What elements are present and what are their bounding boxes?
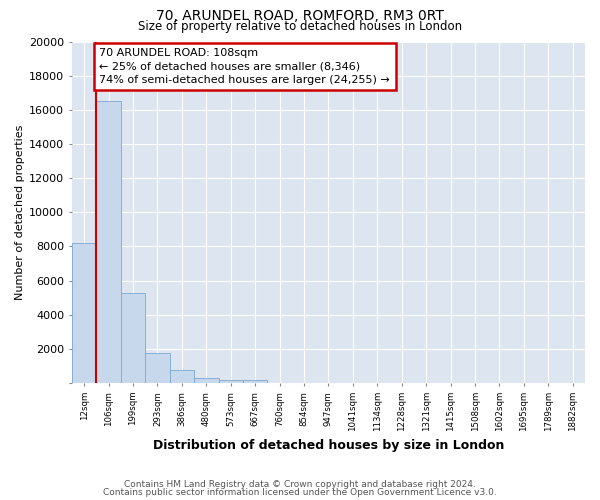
Text: Contains public sector information licensed under the Open Government Licence v3: Contains public sector information licen… <box>103 488 497 497</box>
Bar <box>170 370 194 383</box>
Bar <box>243 380 268 383</box>
Text: 70, ARUNDEL ROAD, ROMFORD, RM3 0RT: 70, ARUNDEL ROAD, ROMFORD, RM3 0RT <box>156 9 444 23</box>
Bar <box>121 292 145 383</box>
X-axis label: Distribution of detached houses by size in London: Distribution of detached houses by size … <box>153 440 504 452</box>
Text: Size of property relative to detached houses in London: Size of property relative to detached ho… <box>138 20 462 33</box>
Bar <box>145 354 170 383</box>
Text: Contains HM Land Registry data © Crown copyright and database right 2024.: Contains HM Land Registry data © Crown c… <box>124 480 476 489</box>
Y-axis label: Number of detached properties: Number of detached properties <box>15 124 25 300</box>
Bar <box>218 380 243 383</box>
Bar <box>72 243 97 383</box>
Bar <box>194 378 218 383</box>
Text: 70 ARUNDEL ROAD: 108sqm
← 25% of detached houses are smaller (8,346)
74% of semi: 70 ARUNDEL ROAD: 108sqm ← 25% of detache… <box>99 48 390 84</box>
Bar <box>97 102 121 383</box>
